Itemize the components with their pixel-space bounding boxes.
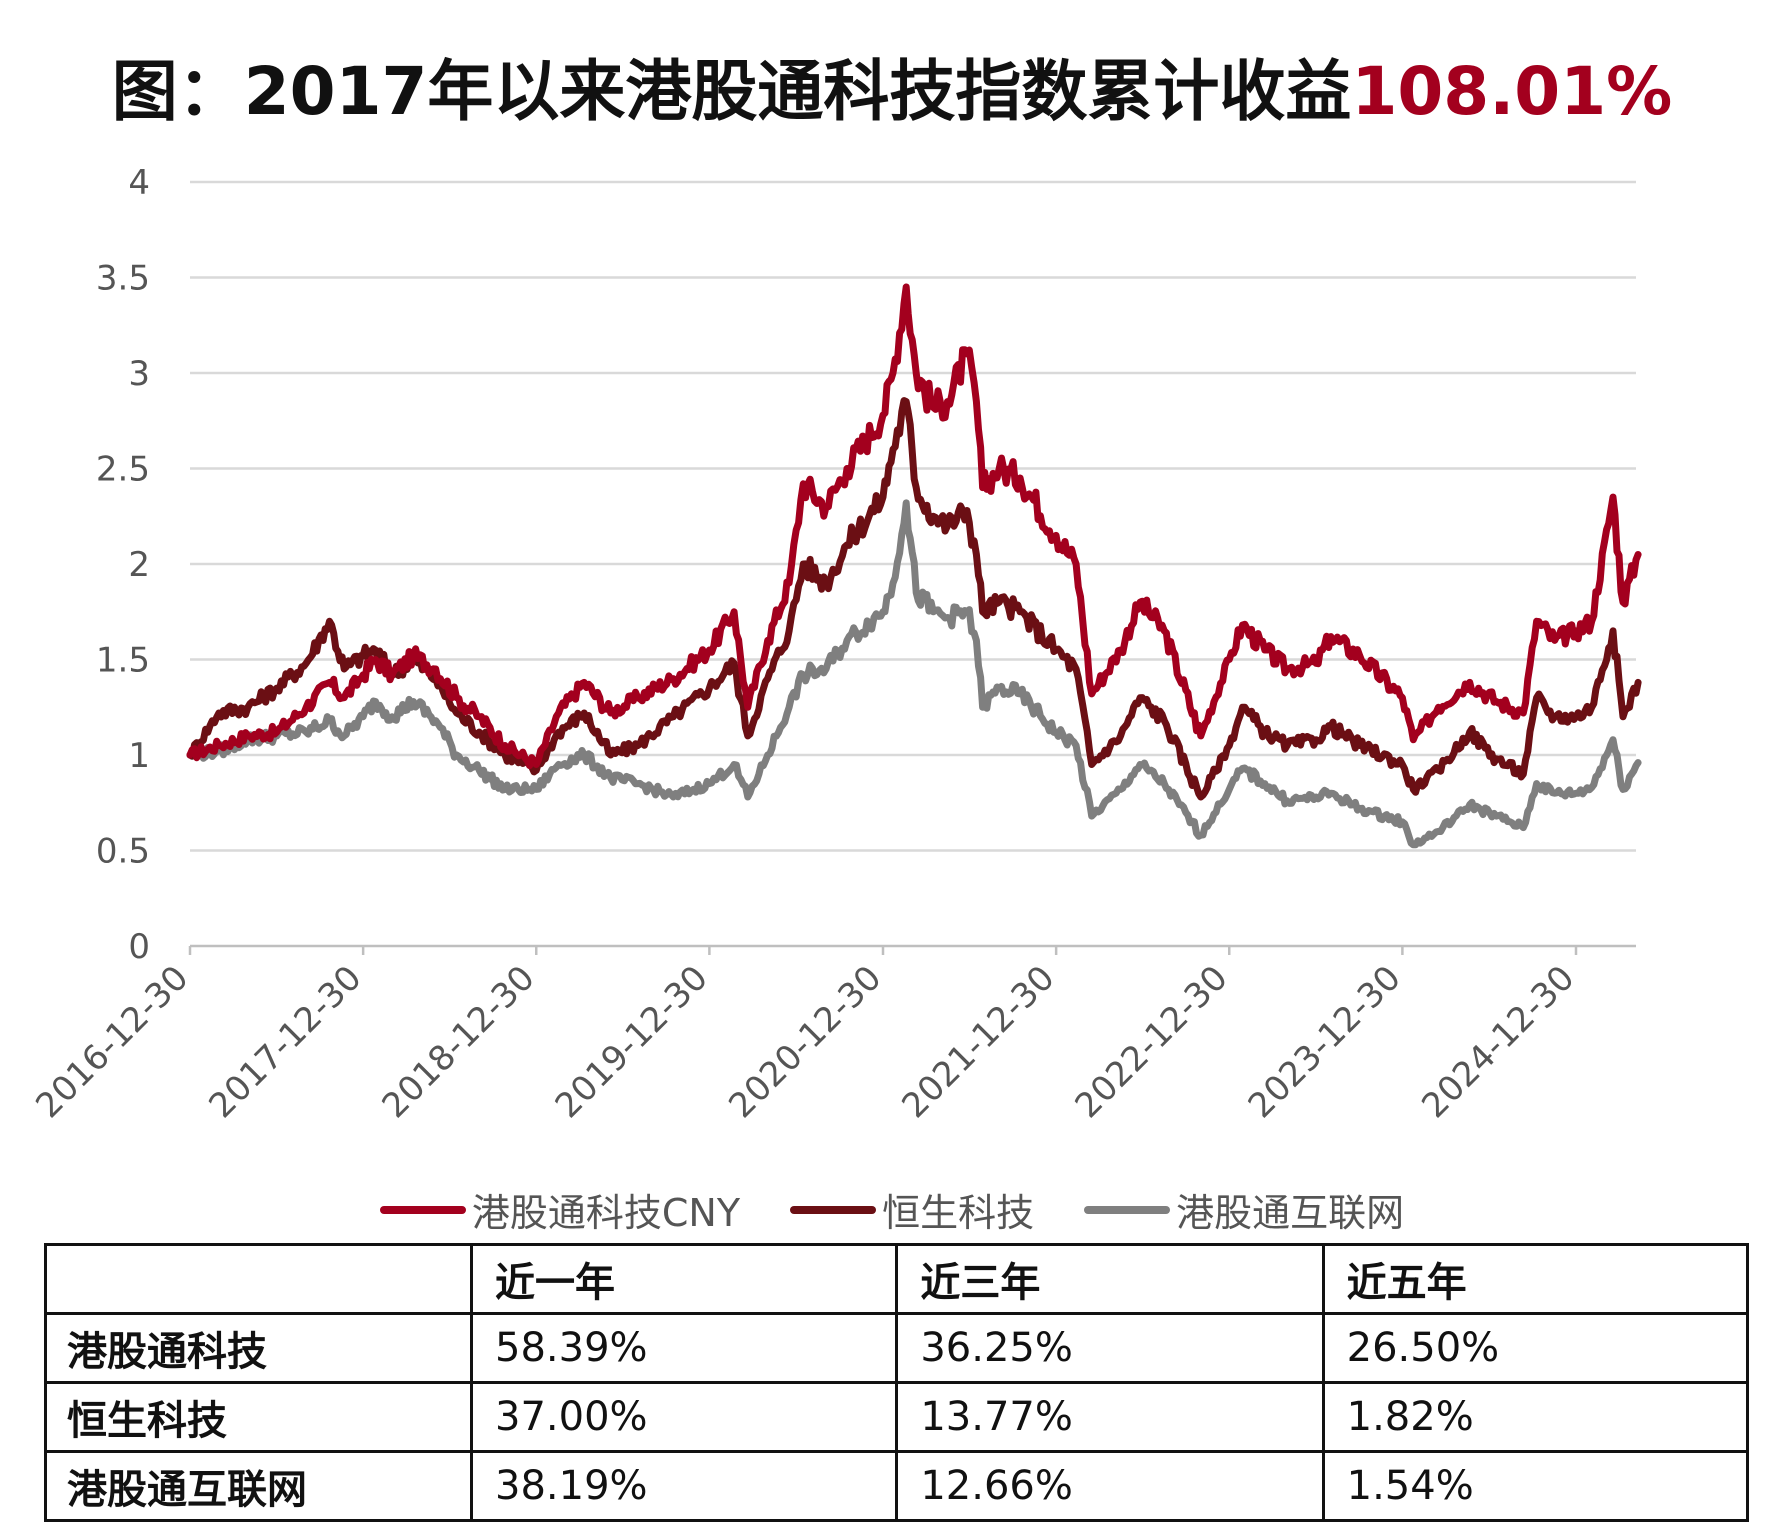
table-cell: 37.00% [470,1381,899,1453]
legend-label-tech-cny: 港股通科技CNY [471,1191,741,1235]
table-row: 港股通科技 58.39% 36.25% 26.50% [43,1312,1750,1384]
returns-table: 近一年 近三年 近五年 港股通科技 58.39% 36.25% 26.50% 恒… [43,1243,1750,1522]
legend-item-tech-cny: 港股通科技CNY [379,1182,741,1237]
table-cell: 36.25% [895,1312,1325,1384]
y-tick-label: 3.5 [96,259,150,299]
table-cell: 12.66% [895,1450,1325,1522]
y-tick-label: 1.5 [96,641,150,681]
table-cell: 13.77% [895,1381,1325,1453]
series-line-0 [186,283,1642,770]
legend-swatch-internet [1084,1205,1171,1214]
legend-label-hstech: 恒生科技 [882,1191,1035,1235]
y-tick-label: 4 [128,163,150,203]
x-tick-label: 2020-12-30 [721,958,889,1126]
y-tick-label: 2 [128,545,150,585]
table-cell: 38.19% [470,1450,899,1522]
x-tick-label: 2018-12-30 [375,958,543,1126]
x-tick-label: 2017-12-30 [201,958,369,1126]
y-tick-label: 2.5 [96,450,150,490]
table-header-cell [43,1243,474,1315]
series-line-2 [186,499,1642,849]
x-tick-label: 2019-12-30 [548,958,716,1126]
chart-legend: 港股通科技CNY 恒生科技 港股通互联网 [0,1182,1784,1237]
legend-label-internet: 港股通互联网 [1176,1191,1405,1235]
table-header-row: 近一年 近三年 近五年 [43,1243,1750,1315]
x-tick-label: 2021-12-30 [894,958,1062,1126]
table-row-label: 港股通互联网 [43,1450,474,1522]
chart-title: 图：2017年以来港股通科技指数累计收益108.01% [0,38,1784,134]
table-row: 港股通互联网 38.19% 12.66% 1.54% [43,1450,1750,1522]
table-header-cell: 近一年 [470,1243,899,1315]
x-tick-label: 2016-12-30 [28,958,196,1126]
chart-title-highlight: 108.01% [1351,53,1673,130]
y-tick-label: 0 [128,927,150,967]
legend-swatch-tech-cny [379,1205,466,1214]
table-row-label: 港股通科技 [43,1312,474,1384]
legend-item-internet: 港股通互联网 [1084,1182,1404,1237]
y-tick-label: 1 [128,736,150,776]
x-tick-label: 2024-12-30 [1414,958,1582,1126]
y-tick-label: 0.5 [96,832,150,872]
x-tick-label: 2022-12-30 [1068,958,1236,1126]
table-header-cell: 近三年 [895,1243,1325,1315]
y-tick-label: 3 [128,354,150,394]
table-row-label: 恒生科技 [43,1381,474,1453]
table-row: 恒生科技 37.00% 13.77% 1.82% [43,1381,1750,1453]
legend-swatch-hstech [790,1205,877,1214]
table-cell: 1.54% [1321,1450,1750,1522]
x-tick-label: 2023-12-30 [1241,958,1409,1126]
table-header-cell: 近五年 [1321,1243,1750,1315]
legend-item-hstech: 恒生科技 [790,1182,1034,1237]
chart-title-text: 图：2017年以来港股通科技指数累计收益 [111,53,1352,130]
table-cell: 1.82% [1321,1381,1750,1453]
table-cell: 58.39% [470,1312,899,1384]
table-cell: 26.50% [1321,1312,1750,1384]
series-line-1 [186,397,1642,801]
